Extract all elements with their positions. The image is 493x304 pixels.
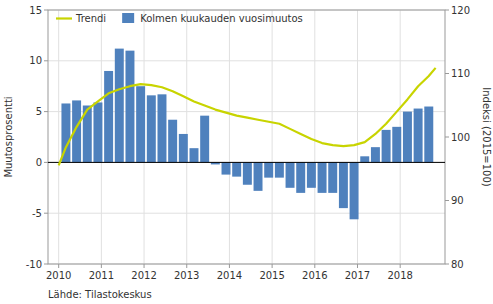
marks [48,49,445,220]
y-tick [44,162,48,163]
y-tick [44,264,48,265]
x-tick [144,264,145,268]
bar [104,71,113,162]
x-tick-label: 2012 [131,270,156,281]
bar [328,162,337,192]
grid-line-x [58,10,59,264]
x-tick [58,264,59,268]
y2-tick-label: 80 [451,259,464,270]
axes: 2010 2011 2012 2013 2014 2015 2016 2017 2018 -10 -… [3,5,492,282]
bar [382,130,391,163]
bar [424,107,433,163]
y-tick [44,111,48,112]
x-tick [101,264,102,268]
bar [264,162,273,177]
legend-label: Trendi [75,13,106,24]
grid-line-y [48,213,445,214]
bar [307,162,316,187]
y2-tick [445,73,449,74]
grid-line-x [229,10,230,264]
bar [136,86,145,162]
y-tick-label: 15 [29,5,42,16]
y-tick-label: -10 [26,259,42,270]
bar [125,51,134,163]
x-tick-label: 2011 [89,270,114,281]
x-tick-label: 2018 [387,270,412,281]
y-tick-label: -5 [32,208,42,219]
bar [392,127,401,163]
bar [318,162,327,192]
y-axis-label: Muutosprosentti [3,96,14,177]
y2-tick-label: 110 [451,68,470,79]
x-tick-label: 2015 [259,270,284,281]
x-tick-label: 2014 [217,270,242,281]
bar [243,162,252,184]
y-tick-label: 10 [29,55,42,66]
x-tick [272,264,273,268]
bar [93,102,102,162]
x-tick [314,264,315,268]
grid-line-y [48,162,445,163]
y2-tick [445,264,449,265]
bar [157,94,166,162]
y-tick-label: 0 [36,157,42,168]
x-tick-label: 2010 [46,270,71,281]
bar [232,162,241,176]
x-tick [186,264,187,268]
y-tick [44,10,48,11]
y2-tick-label: 90 [451,195,464,206]
y2-tick-label: 120 [451,5,470,16]
y2-tick [445,10,449,11]
bar [115,49,124,163]
bar [200,116,209,163]
legend: Trendi Kolmen kuukauden vuosimuutos [56,13,303,24]
y-tick [44,213,48,214]
bar [296,162,305,192]
bar [360,156,369,162]
x-tick [400,264,401,268]
x-tick-label: 2016 [302,270,327,281]
legend-label: Kolmen kuukauden vuosimuutos [140,13,303,24]
chart: 2010 2011 2012 2013 2014 2015 2016 2017 2018 -10 -… [0,0,493,304]
legend-swatch [56,17,72,19]
y2-tick-label: 100 [451,132,470,143]
grid [48,10,445,264]
x-tick [229,264,230,268]
y2-tick [445,200,449,201]
bar [403,112,412,163]
bar [222,162,231,174]
y2-tick [445,137,449,138]
bar [350,162,359,219]
bar [190,148,199,162]
bar [371,147,380,162]
bar [414,109,423,163]
bar [254,162,263,190]
source: Lähde: Tilastokeskus [48,289,152,300]
x-tick-label: 2017 [345,270,370,281]
zero-line [48,162,445,163]
bar [286,162,295,187]
grid-line-x [272,10,273,264]
x-tick-label: 2013 [174,270,199,281]
grid-line-x [357,10,358,264]
y-tick [44,60,48,61]
bar [275,162,284,177]
y2-axis-label: Indeksi (2015=100) [481,87,492,187]
y-tick-label: 5 [36,106,42,117]
bar [179,134,188,162]
bar [147,95,156,162]
x-tick [357,264,358,268]
plot-frame [48,10,445,264]
grid-line-x [314,10,315,264]
bar [168,120,177,163]
trend-line [59,68,436,166]
grid-line-y [48,60,445,61]
bar [339,162,348,208]
legend-swatch [122,13,134,23]
